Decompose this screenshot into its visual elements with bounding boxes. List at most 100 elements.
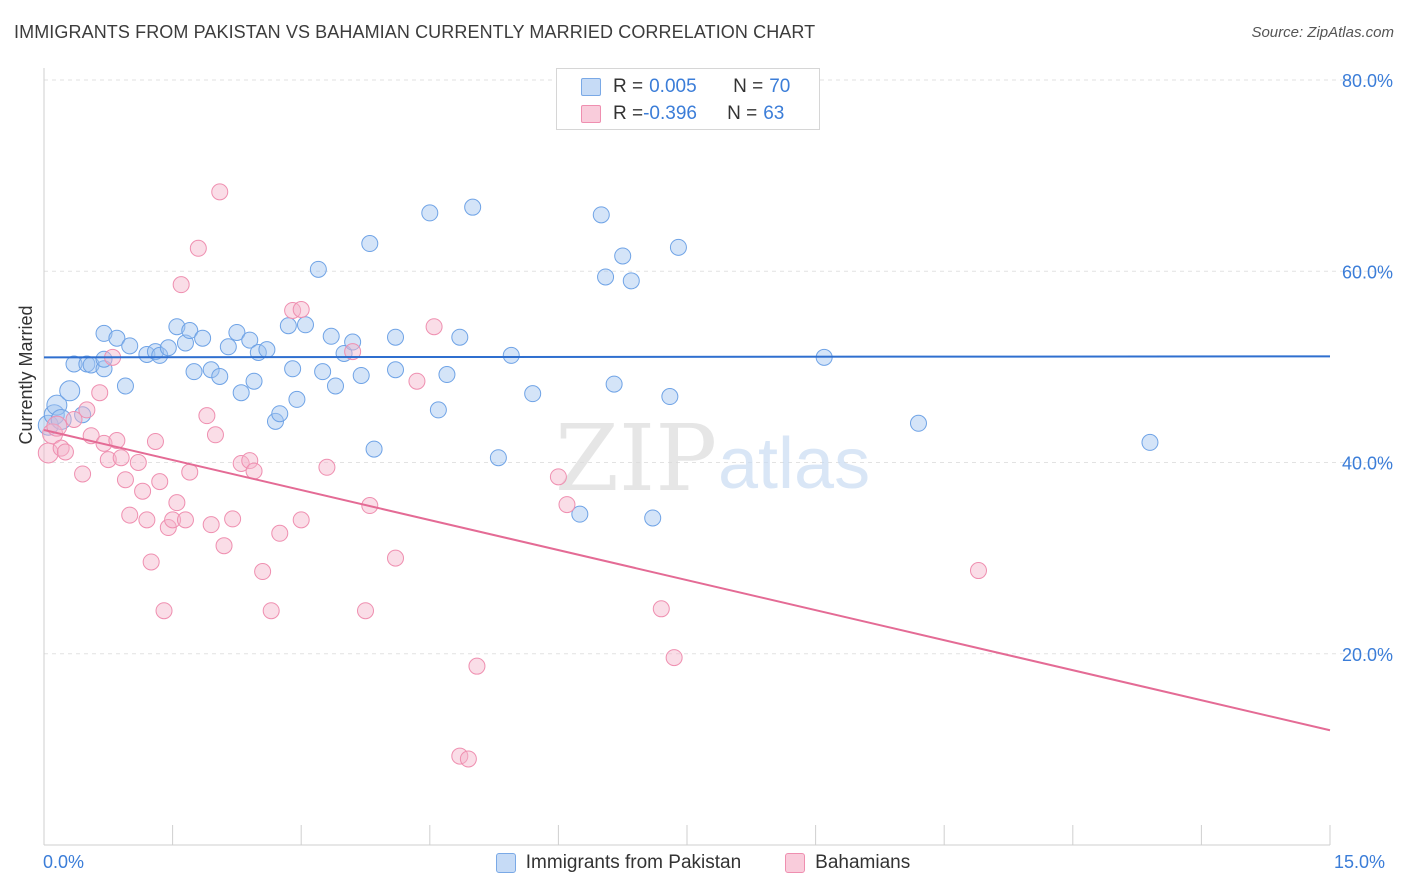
watermark: ZIP atlas <box>555 405 870 512</box>
bahamians-point <box>78 401 96 419</box>
bahamians-point <box>176 511 194 529</box>
bahamians-point <box>116 471 134 489</box>
legend-swatch-pakistan <box>495 853 516 873</box>
pakistan-point <box>387 361 405 379</box>
pakistan-point <box>438 366 456 384</box>
pakistan-point <box>597 268 615 286</box>
bahamians-point <box>198 407 216 425</box>
bahamians-point <box>408 372 426 390</box>
trend-line-pakistan <box>43 355 1331 359</box>
legend-label-pakistan: Immigrants from Pakistan <box>525 852 742 873</box>
bahamians-point <box>138 511 156 529</box>
legend-n-label: N = <box>733 76 764 97</box>
pakistan-point <box>211 367 229 385</box>
bahamians-point <box>121 506 139 524</box>
bahamians-point <box>91 384 109 402</box>
bahamians-point <box>56 443 74 461</box>
pakistan-point <box>241 331 259 349</box>
legend-item-pakistan: Immigrants from Pakistan <box>495 852 742 874</box>
watermark-zip: ZIP <box>555 405 717 512</box>
legend-row-bahamians: R = -0.396 N = 63 <box>581 102 784 126</box>
pakistan-point <box>65 355 83 373</box>
bahamians-point <box>344 343 362 361</box>
pakistan-point <box>489 449 507 467</box>
bahamians-point <box>74 465 92 483</box>
y-axis-label: Currently Married <box>16 305 36 445</box>
bahamians-point <box>549 468 567 486</box>
bahamians-point <box>168 494 186 512</box>
bahamians-point <box>189 239 207 257</box>
pakistan-point <box>361 235 379 253</box>
y-tick-label: 80.0% <box>1342 71 1393 91</box>
legend-item-bahamians: Bahamians <box>785 852 910 874</box>
pakistan-point <box>258 341 276 359</box>
pakistan-point <box>288 390 306 408</box>
pakistan-point <box>344 333 362 351</box>
pakistan-point <box>661 388 679 406</box>
bahamians-point <box>181 463 199 481</box>
bahamians-point <box>318 458 336 476</box>
axes <box>43 68 1331 846</box>
pakistan-point <box>571 505 589 523</box>
pakistan-point <box>59 380 81 402</box>
bahamians-point <box>164 511 182 529</box>
pakistan-point <box>322 327 340 345</box>
legend-n-value: 70 <box>769 76 791 97</box>
pakistan-point <box>279 317 297 335</box>
legend-n-value: 63 <box>763 103 785 124</box>
pakistan-point <box>614 247 632 265</box>
y-tick-label: 40.0% <box>1342 454 1393 474</box>
bahamians-point <box>155 602 173 620</box>
bahamians-point <box>468 657 486 675</box>
bahamians-point <box>151 473 169 491</box>
pakistan-point <box>605 375 623 393</box>
pakistan-point <box>95 324 113 342</box>
legend-n-label: N = <box>727 103 758 124</box>
y-tick-label: 60.0% <box>1342 262 1393 282</box>
pakistan-point <box>524 385 542 403</box>
bahamians-point <box>99 451 117 469</box>
pakistan-point <box>314 363 332 381</box>
bahamians-point <box>262 602 280 620</box>
legend-r-value: 0.005 <box>649 76 697 97</box>
legend-r-value: -0.396 <box>643 103 697 124</box>
pakistan-point <box>352 366 370 384</box>
bahamians-point <box>146 432 164 450</box>
pakistan-point <box>116 377 134 395</box>
bahamians-point <box>206 426 224 444</box>
pakistan-point <box>365 440 383 458</box>
bahamians-point <box>129 454 147 471</box>
bahamians-point <box>215 537 233 555</box>
pakistan-point <box>266 412 284 430</box>
legend-r-label: R = <box>613 76 644 97</box>
bahamians-point <box>969 562 987 580</box>
bahamians-point <box>65 410 83 428</box>
series-legend: Immigrants from Pakistan Bahamians <box>0 852 1406 874</box>
pakistan-point <box>451 328 469 346</box>
pakistan-point <box>181 322 199 340</box>
pakistan-point <box>429 401 447 419</box>
pakistan-point <box>95 360 113 378</box>
legend-swatch-bahamians <box>581 105 601 123</box>
bahamians-point <box>665 649 683 667</box>
x-tick-label-min: 0.0% <box>43 852 85 872</box>
pakistan-point <box>309 260 327 278</box>
bahamians-point <box>202 516 220 534</box>
pakistan-point <box>159 339 177 357</box>
series-bahamians-points <box>37 183 987 768</box>
series-pakistan-points <box>37 198 1159 527</box>
pakistan-point <box>95 350 113 368</box>
source-note: Source: ZipAtlas.com <box>1251 24 1394 41</box>
legend-row-pakistan: R = 0.005 N = 70 <box>581 75 790 99</box>
pakistan-point <box>168 318 186 336</box>
pakistan-point <box>464 198 482 216</box>
pakistan-point <box>228 323 246 341</box>
y-tick-label: 20.0% <box>1342 645 1393 665</box>
watermark-atlas: atlas <box>718 424 870 504</box>
pakistan-point <box>219 338 237 356</box>
bahamians-point <box>254 563 272 581</box>
gridlines <box>44 79 1392 655</box>
legend-swatch-pakistan <box>581 78 601 96</box>
pakistan-point <box>622 272 640 290</box>
